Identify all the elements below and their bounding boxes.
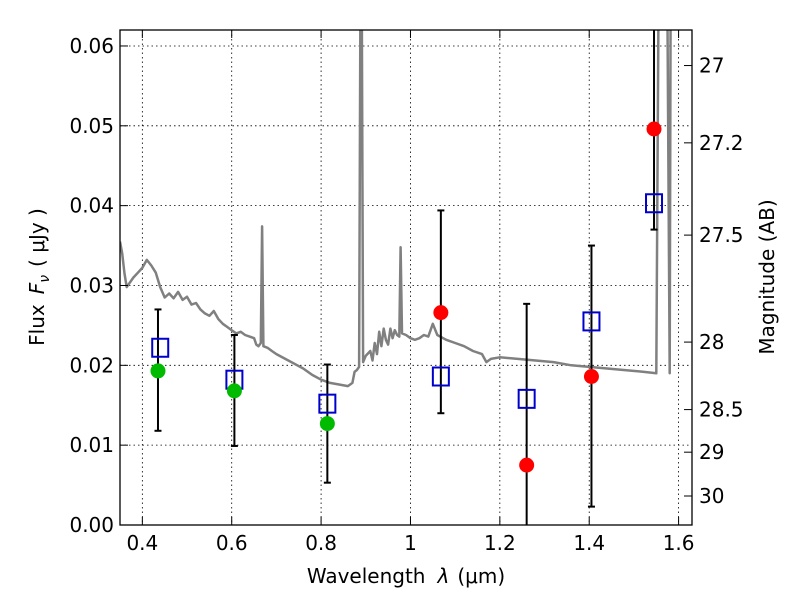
x-tick-label: 1: [404, 531, 417, 555]
y-tick-label: 0.03: [69, 273, 114, 297]
photometry-point: [646, 121, 662, 137]
photometry-point: [226, 383, 242, 399]
photometry-point: [583, 369, 599, 384]
y-tick-label: 0.00: [69, 513, 114, 537]
x-tick-label: 1.4: [573, 531, 605, 555]
x-tick-label: 0.6: [216, 531, 248, 555]
y-tick-label: 0.04: [69, 194, 114, 218]
model-square-marker: [318, 393, 337, 414]
y2-tick-label: 30: [699, 484, 724, 508]
plot-frame: [119, 29, 693, 526]
plot-area: [120, 30, 672, 525]
y2-tick-label: 29: [699, 440, 724, 464]
y-tick-label: 0.06: [69, 34, 114, 58]
model-square-marker: [582, 311, 601, 332]
x-tick-label: 0.4: [126, 531, 158, 555]
photometry-point: [319, 416, 335, 432]
x-axis-label: Wavelength λ (μm): [307, 564, 505, 588]
photometry-point: [150, 363, 166, 379]
model-square-marker: [151, 337, 170, 358]
model-square-marker: [517, 388, 536, 409]
y-tick-label: 0.02: [69, 353, 114, 377]
y-tick-label: 0.05: [69, 114, 114, 138]
template-spectrum-line: [120, 30, 672, 388]
axes: 0.4 0.6 0.8 1 1.2 1.4 1.6 0.00 0.01 0.02 0.03 0.04 0…: [69, 30, 744, 555]
x-tick-label: 0.8: [305, 531, 337, 555]
y2-tick-label: 27.2: [699, 131, 744, 155]
y2-tick-label: 28.5: [699, 398, 744, 422]
x-tick-label: 1.2: [484, 531, 516, 555]
photometry-point: [519, 457, 535, 473]
y2-axis-label: Magnitude (AB): [755, 199, 779, 354]
grid: [120, 30, 692, 526]
model-square-marker: [645, 193, 664, 214]
photometry-point: [433, 305, 449, 321]
y-tick-label: 0.01: [69, 433, 114, 457]
y2-tick-label: 27: [699, 54, 724, 78]
y2-tick-label: 28: [699, 330, 724, 354]
model-square-marker: [431, 366, 450, 387]
y-axis-label: FluxFν( μJy ): [25, 208, 53, 346]
x-tick-label: 1.6: [663, 531, 695, 555]
y2-tick-label: 27.5: [699, 223, 744, 247]
